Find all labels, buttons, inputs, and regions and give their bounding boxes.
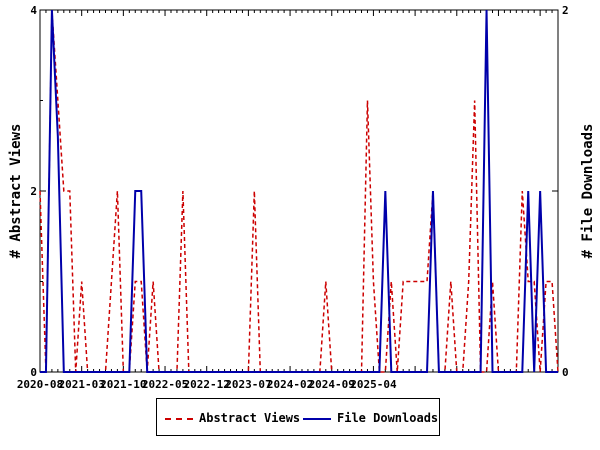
x-tick-label: 2022-12 (184, 378, 230, 391)
x-tick-label: 2024-09 (309, 378, 355, 391)
x-tick-label: 2024-02 (267, 378, 313, 391)
legend: Abstract Views File Downloads (156, 398, 440, 436)
x-tick-label: 2021-03 (58, 378, 104, 391)
x-tick-label: 2025-04 (350, 378, 397, 391)
legend-label: File Downloads (337, 411, 439, 425)
plot-area (39, 9, 559, 373)
legend-swatch-file-downloads (303, 418, 331, 420)
y-left-tick-label: 4 (30, 4, 37, 17)
tick-labels: 2020-082021-032021-102022-052022-122023-… (17, 4, 569, 391)
y-right-tick-label: 0 (562, 366, 569, 379)
y-right-tick-label: 2 (562, 4, 569, 17)
x-tick-label: 2023-07 (225, 378, 271, 391)
x-tick-label: 2022-05 (142, 378, 188, 391)
series-line-file-downloads (40, 9, 558, 373)
x-tick-label: 2020-08 (17, 378, 63, 391)
y-axis-title-left: # Abstract Views (8, 124, 24, 259)
legend-label: Abstract Views (199, 411, 301, 425)
y-left-tick-label: 0 (30, 366, 37, 379)
legend-swatch-abstract-views (165, 418, 193, 420)
x-tick-label: 2021-10 (100, 378, 146, 391)
y-axis-title-right: # File Downloads (580, 124, 596, 259)
y-left-tick-label: 2 (30, 185, 37, 198)
series-layer (39, 9, 559, 373)
